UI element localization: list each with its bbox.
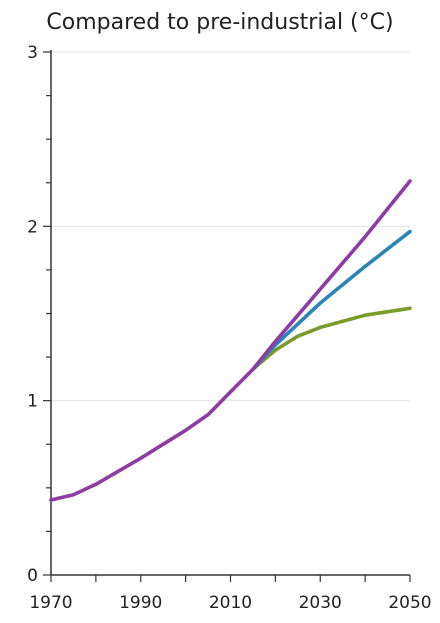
y-tick-label-3: 3: [27, 43, 38, 63]
x-tick-label-1970: 1970: [29, 593, 72, 613]
chart-title: Compared to pre-industrial (°C): [46, 10, 394, 35]
series-line-3: [251, 306, 412, 372]
x-tick-label-2050: 2050: [388, 593, 431, 613]
series-line-1: [49, 179, 412, 502]
y-tick-label-1: 1: [27, 392, 38, 412]
x-tick-label-1990: 1990: [119, 593, 162, 613]
x-tick-label-2010: 2010: [209, 593, 252, 613]
x-tick-label-2030: 2030: [299, 593, 342, 613]
y-tick-label-0: 0: [27, 566, 38, 586]
y-tick-label-2: 2: [27, 217, 38, 237]
